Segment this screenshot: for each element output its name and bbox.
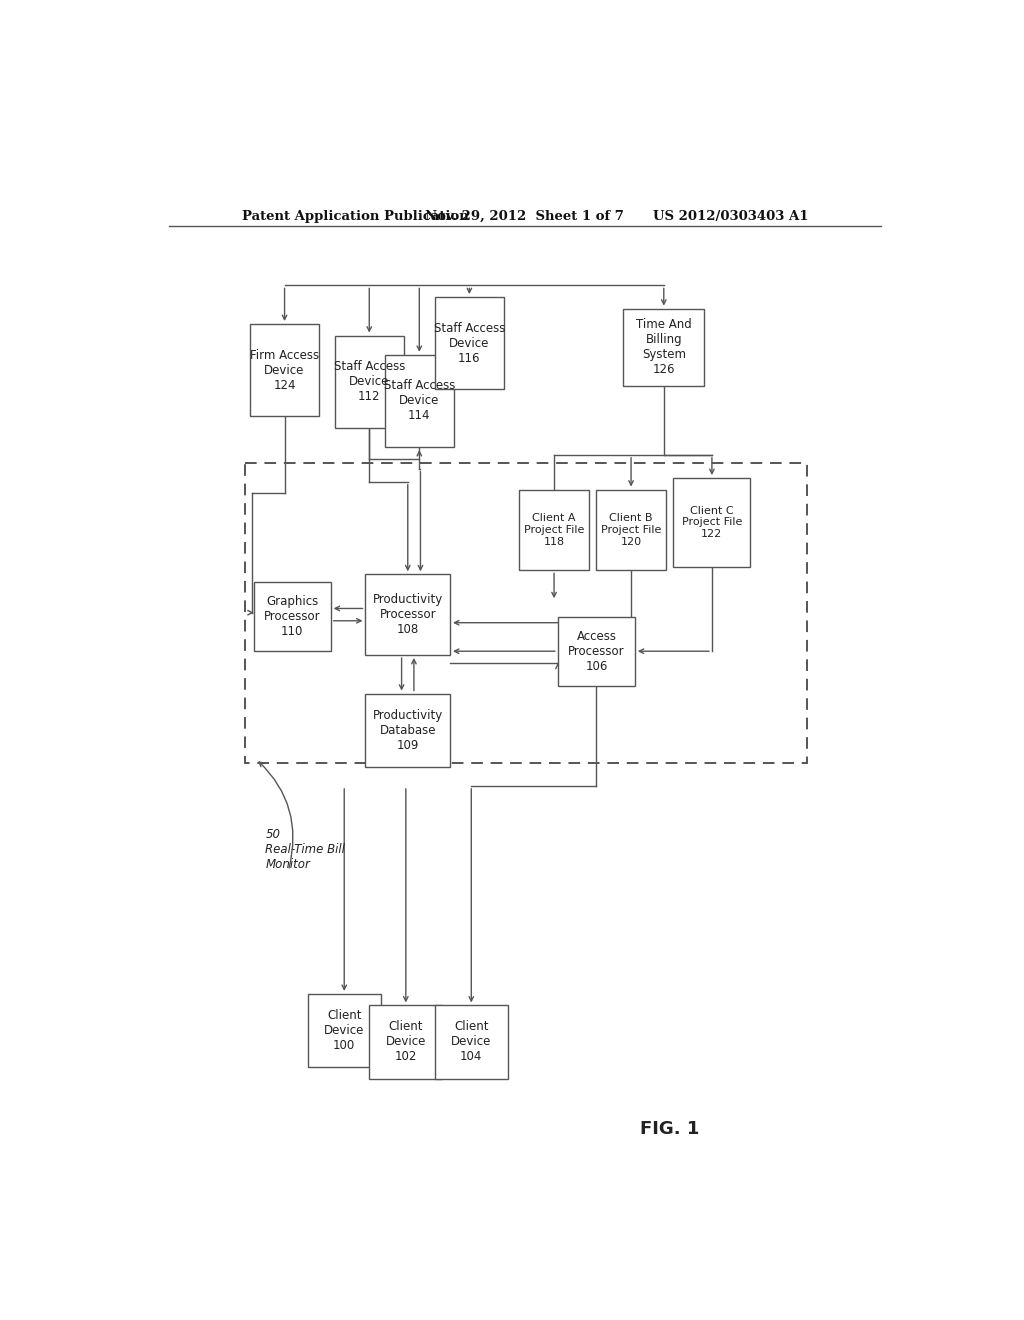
Bar — [250, 323, 319, 416]
Text: Client B
Project File
120: Client B Project File 120 — [601, 513, 662, 546]
Text: Productivity
Processor
108: Productivity Processor 108 — [373, 593, 443, 636]
Bar — [519, 490, 589, 570]
Text: US 2012/0303403 A1: US 2012/0303403 A1 — [652, 210, 808, 223]
Bar — [370, 1006, 442, 1078]
Text: Client
Device
102: Client Device 102 — [386, 1020, 426, 1064]
Text: Access
Processor
106: Access Processor 106 — [568, 630, 625, 673]
Text: Client
Device
100: Client Device 100 — [324, 1008, 365, 1052]
Text: Nov. 29, 2012  Sheet 1 of 7: Nov. 29, 2012 Sheet 1 of 7 — [425, 210, 625, 223]
Text: Staff Access
Device
112: Staff Access Device 112 — [334, 360, 404, 403]
Bar — [596, 490, 666, 570]
Text: Client
Device
104: Client Device 104 — [452, 1020, 492, 1064]
Bar — [335, 335, 403, 428]
Text: Staff Access
Device
114: Staff Access Device 114 — [384, 379, 455, 422]
Text: FIG. 1: FIG. 1 — [640, 1119, 699, 1138]
Bar — [385, 355, 454, 447]
Text: Firm Access
Device
124: Firm Access Device 124 — [250, 348, 319, 392]
Bar — [558, 616, 635, 686]
Text: Time And
Billing
System
126: Time And Billing System 126 — [636, 318, 691, 376]
Bar — [435, 1006, 508, 1078]
Text: Client C
Project File
122: Client C Project File 122 — [682, 506, 742, 539]
Text: Staff Access
Device
116: Staff Access Device 116 — [434, 322, 505, 364]
Bar — [245, 462, 807, 763]
Bar — [624, 309, 705, 385]
Bar — [674, 478, 751, 566]
Bar — [366, 574, 451, 655]
Bar — [366, 693, 451, 767]
Bar — [435, 297, 504, 389]
Bar — [254, 582, 331, 651]
Text: 50
Real-Time Bill
Monitor: 50 Real-Time Bill Monitor — [265, 829, 345, 871]
Bar — [307, 994, 381, 1067]
Text: Productivity
Database
109: Productivity Database 109 — [373, 709, 443, 751]
Text: Patent Application Publication: Patent Application Publication — [243, 210, 469, 223]
Text: Graphics
Processor
110: Graphics Processor 110 — [264, 595, 321, 638]
Text: Client A
Project File
118: Client A Project File 118 — [524, 513, 585, 546]
